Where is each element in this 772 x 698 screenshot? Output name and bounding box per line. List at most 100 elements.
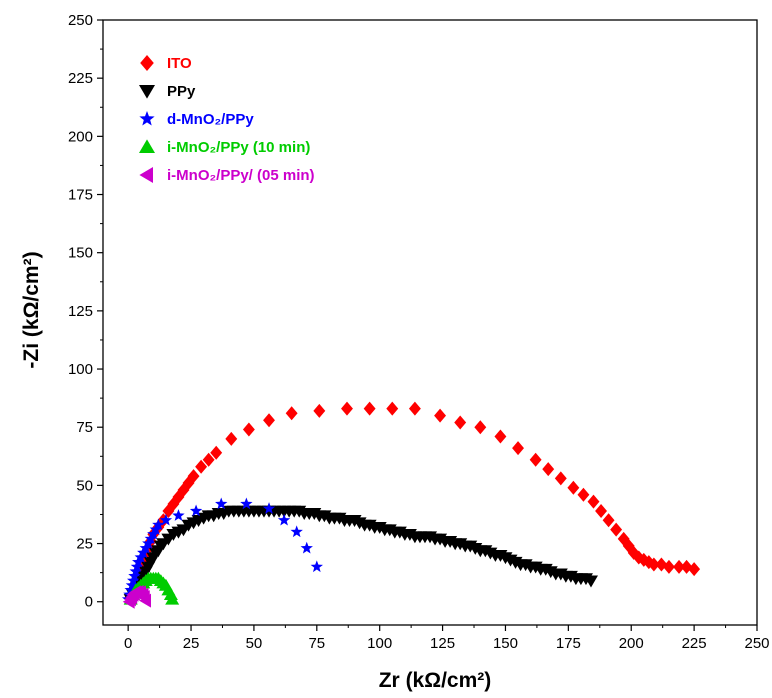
data-point bbox=[300, 541, 313, 554]
x-tick-label: 25 bbox=[183, 635, 200, 652]
x-tick-label: 200 bbox=[619, 635, 644, 652]
x-tick-label: 225 bbox=[682, 635, 707, 652]
data-point bbox=[195, 459, 208, 474]
x-tick-label: 75 bbox=[308, 635, 325, 652]
data-point bbox=[595, 503, 607, 518]
y-tick-label: 50 bbox=[76, 477, 93, 494]
x-tick-label: 250 bbox=[744, 635, 769, 652]
y-tick-label: 0 bbox=[85, 594, 93, 611]
series-1 bbox=[123, 505, 598, 607]
legend-label: ITO bbox=[167, 55, 192, 72]
y-tick-label: 250 bbox=[68, 12, 93, 29]
legend-entry: PPy bbox=[139, 83, 196, 100]
data-point bbox=[263, 413, 275, 428]
legend-label: i-MnO₂/PPy/ (05 min) bbox=[167, 167, 315, 184]
data-point bbox=[240, 497, 253, 510]
legend-label: PPy bbox=[167, 83, 196, 100]
data-point bbox=[159, 513, 173, 526]
data-point bbox=[242, 422, 255, 437]
data-point bbox=[627, 545, 640, 560]
y-tick-label: 25 bbox=[76, 536, 93, 553]
data-point bbox=[577, 487, 590, 502]
data-point bbox=[647, 557, 660, 572]
data-point bbox=[127, 574, 140, 587]
data-point bbox=[688, 562, 701, 577]
data-point bbox=[165, 592, 180, 605]
data-point bbox=[290, 525, 303, 538]
x-tick-label: 100 bbox=[367, 635, 392, 652]
data-point bbox=[202, 452, 215, 467]
y-axis-title: -Zi (kΩ/cm²) bbox=[20, 251, 43, 368]
legend-entry: d-MnO₂/PPy bbox=[139, 111, 254, 128]
y-tick-label: 125 bbox=[68, 303, 93, 320]
plot-frame bbox=[102, 19, 758, 626]
data-point bbox=[187, 469, 200, 484]
data-point bbox=[310, 560, 323, 573]
legend-marker bbox=[139, 111, 155, 126]
data-point bbox=[177, 483, 190, 498]
y-tick-label: 150 bbox=[68, 245, 93, 262]
legend: ITO PPy d-MnO₂/PPy i-MnO₂/PPy (10 min) i-MnO… bbox=[139, 55, 315, 184]
data-point bbox=[567, 480, 580, 495]
data-point bbox=[512, 441, 524, 456]
y-tick-label: 225 bbox=[68, 70, 93, 87]
data-point bbox=[632, 550, 645, 565]
data-point bbox=[622, 538, 635, 553]
data-point bbox=[434, 408, 447, 423]
data-point bbox=[313, 403, 326, 418]
y-tick-label: 100 bbox=[68, 361, 93, 378]
legend-marker bbox=[139, 167, 153, 183]
data-point bbox=[673, 559, 685, 574]
data-point bbox=[225, 431, 238, 446]
data-point bbox=[124, 583, 137, 596]
data-point bbox=[277, 513, 291, 526]
data-point bbox=[125, 578, 139, 591]
data-point bbox=[587, 494, 600, 509]
legend-marker bbox=[139, 139, 155, 153]
data-point bbox=[583, 575, 598, 588]
data-point bbox=[617, 531, 630, 546]
x-tick-label: 50 bbox=[246, 635, 263, 652]
x-tick-label: 175 bbox=[556, 635, 581, 652]
data-point bbox=[663, 559, 675, 574]
plot-border bbox=[102, 19, 758, 626]
data-point bbox=[602, 513, 615, 528]
data-point bbox=[554, 471, 567, 486]
data-point bbox=[139, 593, 152, 608]
data-point bbox=[474, 420, 487, 435]
x-tick-label: 125 bbox=[430, 635, 455, 652]
data-point bbox=[529, 452, 542, 467]
y-tick-label: 75 bbox=[76, 419, 93, 436]
series-4 bbox=[122, 584, 152, 609]
data-point bbox=[610, 522, 623, 537]
data-point bbox=[494, 429, 507, 444]
data-point bbox=[172, 509, 185, 521]
data-series bbox=[121, 401, 701, 609]
x-tick-label: 150 bbox=[493, 635, 518, 652]
data-point bbox=[285, 406, 298, 421]
data-point bbox=[130, 560, 144, 573]
legend-marker bbox=[140, 55, 154, 71]
legend-label: d-MnO₂/PPy bbox=[167, 111, 254, 128]
data-point bbox=[408, 401, 421, 416]
y-tick-label: 175 bbox=[68, 187, 93, 204]
data-point bbox=[152, 518, 165, 531]
y-tick-label: 200 bbox=[68, 128, 93, 145]
legend-entry: i-MnO₂/PPy (10 min) bbox=[139, 139, 310, 156]
legend-entry: ITO bbox=[140, 55, 192, 72]
x-tick-label: 0 bbox=[124, 635, 132, 652]
data-point bbox=[386, 401, 399, 416]
data-point bbox=[542, 462, 555, 477]
data-point bbox=[210, 445, 223, 460]
x-axis-title: Zr (kΩ/cm²) bbox=[379, 669, 492, 692]
data-point bbox=[363, 401, 376, 416]
data-point bbox=[454, 415, 467, 430]
legend-label: i-MnO₂/PPy (10 min) bbox=[167, 139, 310, 156]
data-point bbox=[129, 564, 142, 577]
data-point bbox=[637, 552, 650, 567]
axis-ticks: 0 25 50 75 100 125 150 175 200 225 250 0 25 50 75 100 12… bbox=[68, 12, 770, 652]
data-point bbox=[642, 555, 655, 570]
legend-entry: i-MnO₂/PPy/ (05 min) bbox=[139, 167, 315, 184]
data-point bbox=[215, 497, 228, 510]
